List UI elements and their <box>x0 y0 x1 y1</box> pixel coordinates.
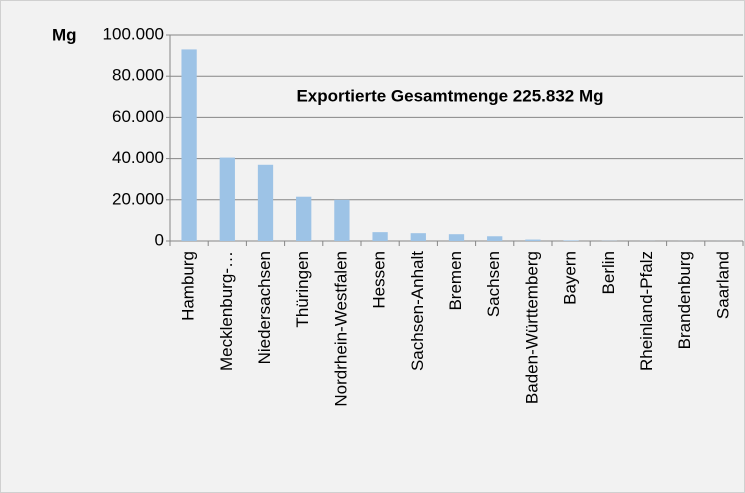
bar <box>410 233 426 241</box>
x-tick-label: Sachsen-Anhalt <box>408 251 427 371</box>
x-tick-label: Hessen <box>370 251 389 309</box>
x-tick-label: Berlin <box>599 251 618 294</box>
y-tick-label: 40.000 <box>112 148 164 167</box>
bar <box>525 239 541 241</box>
bar <box>181 49 197 241</box>
bar <box>563 240 579 241</box>
x-tick-label: Nordrhein-Westfalen <box>331 251 350 407</box>
x-tick-label: Hamburg <box>179 251 198 321</box>
bar <box>334 199 350 241</box>
x-tick-label: Thüringen <box>293 251 312 328</box>
x-tick-label: Mecklenburg-… <box>217 251 236 371</box>
bar <box>372 232 388 241</box>
bar <box>296 196 312 241</box>
bar <box>219 157 235 241</box>
x-tick-label: Bremen <box>446 251 465 311</box>
y-tick-label: 80.000 <box>112 66 164 85</box>
x-tick-label: Saarland <box>713 251 732 319</box>
x-tick-label: Bayern <box>561 251 580 305</box>
x-tick-label: Niedersachsen <box>255 251 274 364</box>
bar <box>448 234 465 241</box>
bar <box>257 164 274 241</box>
y-tick-label: 60.000 <box>112 107 164 126</box>
y-tick-label: 20.000 <box>112 189 164 208</box>
x-tick-label: Brandenburg <box>675 251 694 349</box>
x-tick-label: Rheinland-Pfalz <box>637 251 656 371</box>
x-tick-label: Baden-Württemberg <box>522 251 541 404</box>
y-tick-label: 100.000 <box>103 24 164 43</box>
bar <box>487 236 503 241</box>
y-axis-label: Mg <box>52 25 77 44</box>
x-tick-label: Sachsen <box>484 251 503 317</box>
y-tick-label: 0 <box>155 230 164 249</box>
annotation: Exportierte Gesamtmenge 225.832 Mg <box>296 86 603 105</box>
